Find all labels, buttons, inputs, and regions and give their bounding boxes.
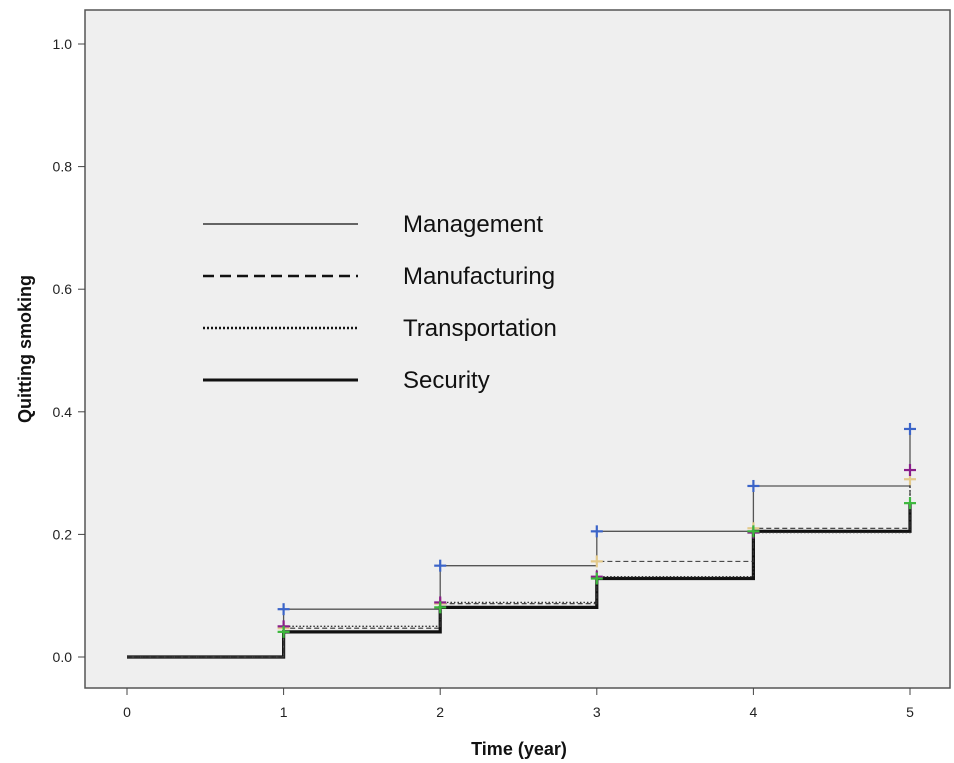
censor-mark: [904, 464, 916, 477]
censor-mark: [277, 625, 290, 638]
y-tick-label: 0.0: [53, 649, 73, 665]
censor-mark: [434, 559, 447, 572]
y-tick-label: 0.2: [53, 526, 73, 542]
x-tick-label: 4: [750, 704, 758, 720]
x-axis-title: Time (year): [471, 739, 567, 759]
x-tick-label: 0: [123, 704, 131, 720]
y-tick-label: 0.8: [53, 159, 73, 175]
y-tick-label: 0.6: [53, 281, 73, 297]
censor-mark: [590, 555, 603, 568]
legend-label: Manufacturing: [403, 263, 555, 290]
x-tick-label: 5: [906, 704, 914, 720]
legend-label: Security: [403, 367, 490, 394]
y-axis: 0.0 0.2 0.4 0.6 0.8 1.0: [53, 36, 85, 665]
legend-label: Transportation: [403, 315, 557, 342]
plot-area: [84, 9, 951, 689]
series-line-manufacturing: [127, 479, 911, 658]
legend-label: Management: [403, 211, 543, 238]
y-tick-label: 0.4: [53, 404, 73, 420]
censor-marks: [277, 422, 916, 638]
censor-mark: [904, 497, 916, 510]
censor-mark: [904, 422, 916, 435]
censor-mark: [277, 603, 290, 616]
censor-mark: [747, 479, 760, 492]
y-tick-label: 1.0: [53, 36, 73, 52]
x-axis: 0 1 2 3 4 5: [123, 688, 914, 720]
y-axis-title: Quitting smoking: [15, 275, 35, 423]
x-tick-label: 1: [280, 704, 288, 720]
censor-mark: [747, 525, 760, 538]
censor-mark: [590, 572, 603, 585]
legend: Management Manufacturing Transportation Sec…: [203, 211, 557, 394]
censor-mark: [590, 525, 603, 538]
x-tick-label: 2: [436, 704, 444, 720]
censor-mark: [434, 601, 447, 614]
x-tick-label: 3: [593, 704, 601, 720]
